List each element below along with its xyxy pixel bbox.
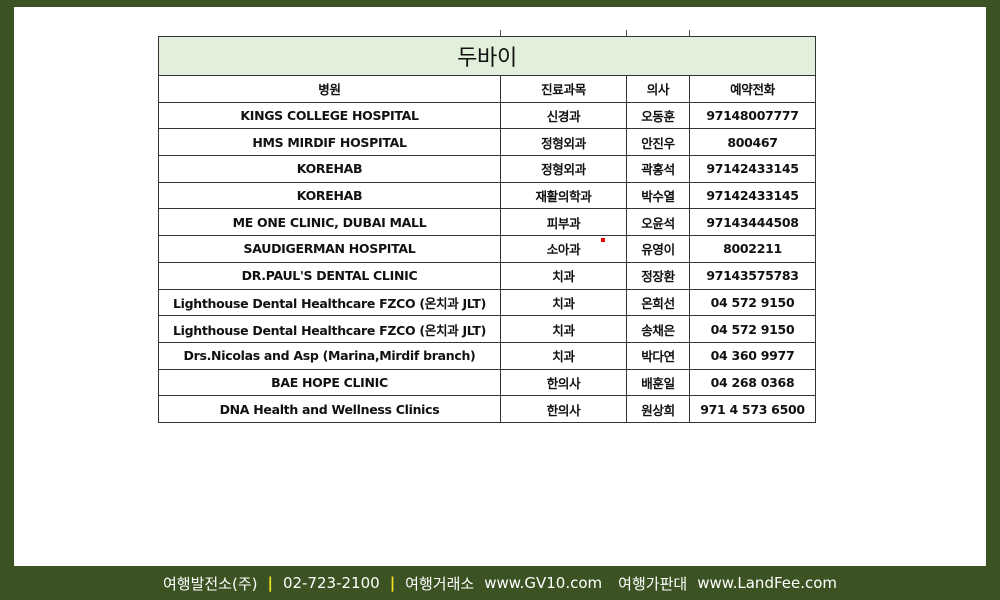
hospital-cell: KOREHAB: [158, 181, 501, 210]
phone-cell: 97148007777: [688, 101, 817, 130]
footer-separator: |: [389, 574, 396, 592]
header-phone: 예약전화: [688, 75, 817, 103]
table-row: Lighthouse Dental Healthcare FZCO (온치과 J…: [158, 315, 817, 343]
table-row: ME ONE CLINIC, DUBAI MALL 피부과 오윤석 971434445…: [158, 208, 817, 237]
phone-cell: 04 268 0368: [688, 368, 817, 397]
footer-separator: |: [267, 574, 273, 592]
table-row: KOREHAB 재활의학과 박수열 97142433145: [158, 181, 817, 210]
table-row: DNA Health and Wellness Clinics 한의사 원상희 971…: [158, 395, 817, 423]
hospital-table: 두바이 병원 진료과목 의사 예약전화 KINGS COLLEGE HOSPIT…: [157, 36, 817, 423]
doctor-cell: 원상희: [626, 395, 690, 423]
department-cell: 재활의학과: [500, 181, 627, 210]
footer-phone: 02-723-2100: [282, 574, 380, 592]
table-row: SAUDIGERMAN HOSPITAL 소아과 유영이 8002211: [158, 235, 817, 263]
phone-cell: 971 4 573 6500: [688, 395, 817, 423]
grid-line: [500, 30, 501, 36]
table-row: Lighthouse Dental Healthcare FZCO (온치과 J…: [158, 288, 817, 317]
phone-cell: 04 572 9150: [688, 315, 817, 343]
table-row: KOREHAB 정형외과 곽홍석 97142433145: [158, 155, 817, 183]
footer-site1-url[interactable]: www.GV10.com: [484, 574, 603, 592]
doctor-cell: 송채은: [626, 315, 690, 343]
phone-cell: 04 572 9150: [688, 288, 817, 317]
hospital-cell: KOREHAB: [158, 155, 501, 183]
department-cell: 정형외과: [500, 155, 627, 183]
table-row: BAE HOPE CLINIC 한의사 배훈일 04 268 0368: [158, 368, 817, 397]
department-cell: 피부과: [500, 208, 627, 237]
department-cell: 한의사: [500, 395, 627, 423]
header-row: 병원 진료과목 의사 예약전화: [158, 75, 817, 103]
table-row: KINGS COLLEGE HOSPITAL 신경과 오동훈 97148007777: [158, 101, 817, 130]
phone-cell: 8002211: [688, 235, 817, 263]
table-row: HMS MIRDIF HOSPITAL 정형외과 안진우 800467: [158, 128, 817, 157]
doctor-cell: 배훈일: [626, 368, 690, 397]
hospital-cell: Drs.Nicolas and Asp (Marina,Mirdif branc…: [158, 341, 501, 370]
department-cell: 신경과: [500, 101, 627, 130]
doctor-cell: 오윤석: [626, 208, 690, 237]
hospital-cell: KINGS COLLEGE HOSPITAL: [158, 101, 501, 130]
footer-site1-name: 여행거래소: [405, 574, 475, 593]
hospital-cell: Lighthouse Dental Healthcare FZCO (온치과 J…: [158, 315, 501, 343]
doctor-cell: 박다연: [626, 341, 690, 370]
department-cell: 치과: [500, 341, 627, 370]
footer-company: 여행발전소(주): [162, 574, 258, 593]
header-doctor: 의사: [626, 75, 690, 103]
doctor-cell: 안진우: [626, 128, 690, 157]
phone-cell: 97142433145: [688, 181, 817, 210]
doctor-cell: 온희선: [626, 288, 690, 317]
doctor-cell: 박수열: [626, 181, 690, 210]
phone-cell: 04 360 9977: [688, 341, 817, 370]
doctor-cell: 곽홍석: [626, 155, 690, 183]
table-row: Drs.Nicolas and Asp (Marina,Mirdif branc…: [158, 341, 817, 370]
footer-site2-url[interactable]: www.LandFee.com: [697, 574, 838, 592]
header-department: 진료과목: [500, 75, 627, 103]
department-cell: 한의사: [500, 368, 627, 397]
hospital-cell: DNA Health and Wellness Clinics: [158, 395, 501, 423]
doctor-cell: 정장환: [626, 261, 690, 290]
department-cell: 치과: [500, 315, 627, 343]
phone-cell: 97143444508: [688, 208, 817, 237]
doctor-cell: 유영이: [626, 235, 690, 263]
hospital-cell: DR.PAUL'S DENTAL CLINIC: [158, 261, 501, 290]
grid-line: [626, 30, 627, 36]
footer: 여행발전소(주) | 02-723-2100 | 여행거래소 www.GV10.…: [0, 566, 1000, 600]
department-cell: 치과: [500, 288, 627, 317]
table-title: 두바이: [157, 36, 817, 76]
table-row: DR.PAUL'S DENTAL CLINIC 치과 정장환 97143575783: [158, 261, 817, 290]
phone-cell: 800467: [688, 128, 817, 157]
hospital-cell: ME ONE CLINIC, DUBAI MALL: [158, 208, 501, 237]
phone-cell: 97143575783: [688, 261, 817, 290]
hospital-cell: SAUDIGERMAN HOSPITAL: [158, 235, 501, 263]
header-hospital: 병원: [158, 75, 501, 103]
department-cell: 치과: [500, 261, 627, 290]
hospital-cell: BAE HOPE CLINIC: [158, 368, 501, 397]
cell-comment-marker: [601, 238, 605, 242]
footer-site2-name: 여행가판대: [618, 574, 688, 593]
phone-cell: 97142433145: [688, 155, 817, 183]
grid-line: [689, 30, 690, 36]
hospital-cell: HMS MIRDIF HOSPITAL: [158, 128, 501, 157]
department-cell: 소아과: [500, 235, 627, 263]
hospital-cell: Lighthouse Dental Healthcare FZCO (온치과 J…: [158, 288, 501, 317]
department-cell: 정형외과: [500, 128, 627, 157]
doctor-cell: 오동훈: [626, 101, 690, 130]
